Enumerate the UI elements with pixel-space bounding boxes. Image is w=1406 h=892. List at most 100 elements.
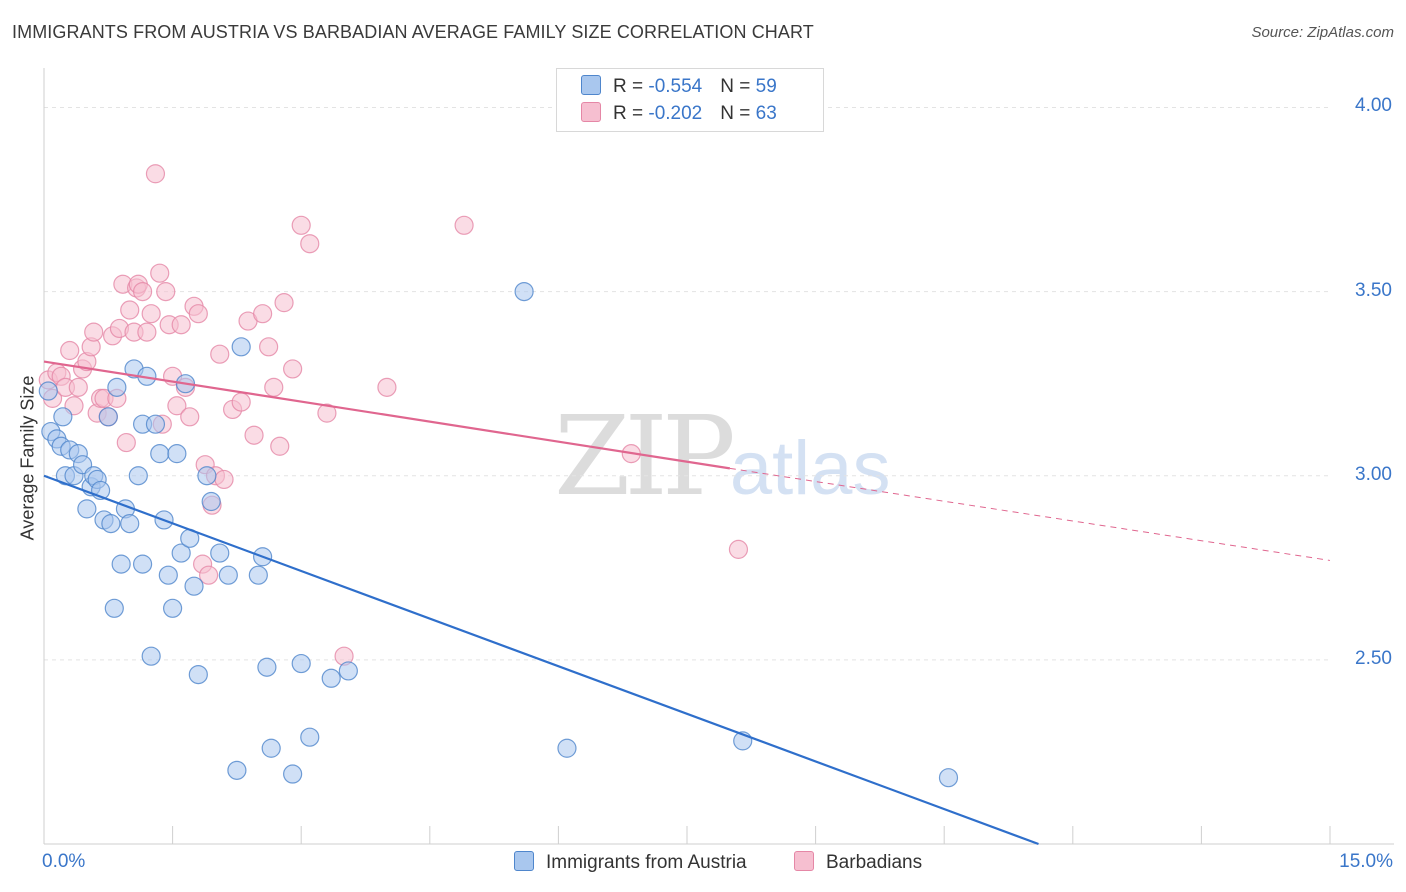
barbadians-point [132, 281, 153, 302]
barbadians-point [253, 304, 273, 324]
barbadians-point [210, 344, 230, 364]
austria-point [197, 466, 217, 486]
barbadians-trend-line [43, 360, 731, 470]
x-tick-label-max: 15.0% [1339, 851, 1393, 872]
barbadians-point [244, 425, 264, 445]
correlation-legend: R = -0.554 N = 59 R = -0.202 N = 63 [556, 68, 824, 132]
barbadians-legend-swatch [794, 851, 814, 871]
austria-swatch [581, 75, 601, 95]
series-legend-barbadians: Barbadians [794, 851, 922, 874]
austria-point [231, 337, 251, 357]
barbadians-point [300, 234, 320, 254]
barbadians-point [84, 322, 104, 342]
austria-point [120, 514, 140, 534]
legend-n-label: N = [720, 76, 756, 97]
barbadians-point [120, 300, 140, 320]
austria-point [101, 514, 121, 534]
austria-point [338, 661, 358, 681]
legend-r-label: R = [613, 76, 649, 97]
watermark: ZIPatlas [554, 392, 890, 520]
austria-point [321, 668, 341, 688]
legend-n-label: N = [720, 103, 756, 124]
austria-point [283, 764, 303, 784]
barbadians-point [270, 436, 290, 456]
barbadians-point [728, 539, 749, 559]
barbadians-point [214, 469, 234, 490]
barbadians-point [145, 164, 166, 184]
x-tick-label-min: 0.0% [42, 851, 86, 872]
austria-point [158, 565, 178, 585]
barbadians-point [199, 565, 219, 585]
barbadians-swatch [581, 102, 601, 122]
austria-point [201, 491, 221, 512]
barbadians-point [171, 315, 191, 335]
austria-point [218, 565, 238, 585]
austria-trend-line [43, 474, 1039, 846]
barbadians-point [274, 293, 294, 313]
chart-title: IMMIGRANTS FROM AUSTRIA VS BARBADIAN AVE… [12, 22, 814, 42]
austria-point [77, 499, 97, 519]
barbadians-point [137, 322, 157, 342]
austria-point [107, 377, 127, 397]
barbadians-point [141, 304, 161, 324]
barbadians-point [291, 215, 311, 235]
barbadians-legend-label: Barbadians [826, 852, 923, 873]
legend-row-barbadians: R = -0.202 N = 63 [581, 102, 777, 126]
austria-point [132, 554, 153, 574]
austria-point [938, 768, 959, 788]
austria-legend-swatch [514, 851, 534, 871]
austria-point [150, 444, 170, 464]
barbadians-point [264, 377, 284, 397]
austria-point [98, 407, 118, 427]
austria-point [145, 414, 166, 434]
austria-point [514, 281, 534, 302]
austria-point [257, 657, 277, 677]
barbadians-point [60, 340, 80, 361]
legend-r-label: R = [613, 103, 649, 124]
legend-r-value: -0.554 [648, 76, 703, 97]
y-tick-label: 3.00 [1355, 463, 1392, 485]
chart-source: Source: ZipAtlas.com [1251, 24, 1394, 41]
austria-point [111, 554, 131, 574]
barbadians-point [156, 281, 176, 302]
series-legend-austria: Immigrants from Austria [514, 851, 747, 874]
barbadians-point [377, 377, 397, 397]
barbadians-point [150, 263, 170, 283]
austria-legend-label: Immigrants from Austria [546, 852, 747, 873]
axes [43, 68, 1394, 845]
austria-point [171, 543, 191, 563]
austria-point [188, 664, 208, 685]
austria-point [38, 381, 58, 401]
austria-point [163, 598, 183, 618]
austria-points [38, 281, 959, 788]
barbadians-points [38, 164, 749, 666]
austria-point [141, 646, 161, 666]
austria-point [300, 727, 320, 747]
barbadians-point [283, 359, 303, 379]
austria-point [261, 738, 281, 758]
y-axis-label: Average Family Size [17, 375, 38, 541]
austria-point [291, 653, 311, 674]
legend-row-austria: R = -0.554 N = 59 [581, 75, 777, 99]
legend-r-value: -0.202 [648, 103, 703, 124]
austria-point [210, 543, 230, 563]
barbadians-point [68, 377, 88, 397]
austria-point [184, 576, 204, 596]
austria-point [104, 598, 124, 618]
barbadians-point [259, 337, 279, 357]
austria-point [248, 565, 268, 585]
barbadians-point [188, 304, 208, 324]
y-tick-label: 4.00 [1355, 95, 1392, 117]
barbadians-trend-extension [729, 467, 1331, 561]
barbadians-point [167, 396, 187, 416]
barbadians-point [454, 215, 474, 235]
austria-point [53, 407, 73, 427]
y-tick-label: 2.50 [1355, 647, 1392, 669]
legend-n-value: 59 [755, 76, 777, 97]
legend-n-value: 63 [755, 103, 777, 124]
watermark-atlas: atlas [729, 426, 891, 511]
y-tick-label: 3.50 [1355, 279, 1392, 301]
austria-point [167, 444, 187, 464]
barbadians-point [180, 407, 200, 427]
